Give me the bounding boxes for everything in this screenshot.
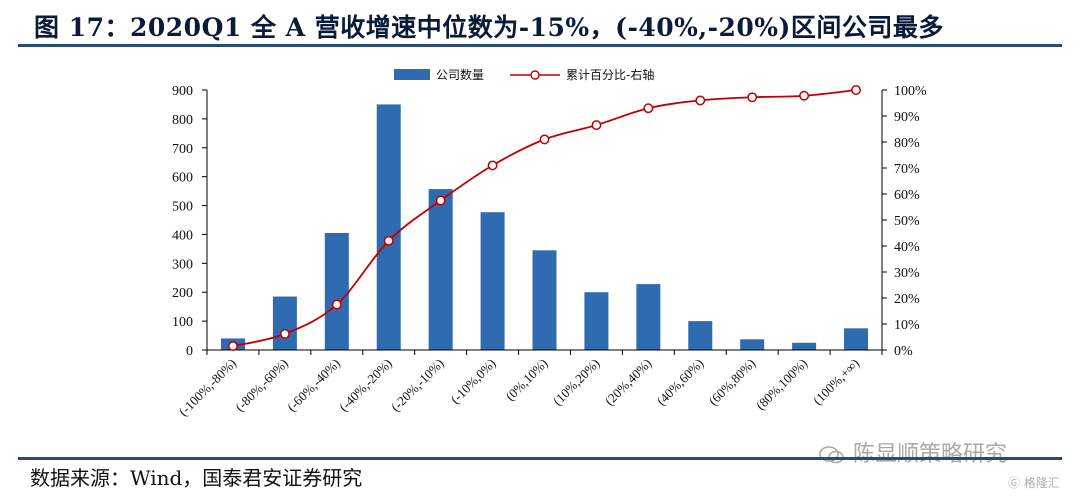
y-tick-left: 900 — [172, 84, 193, 99]
bar — [584, 292, 609, 350]
x-tick-label: (-20%,-10%) — [388, 356, 447, 415]
watermark-text: 陈显顺策略研究 — [853, 442, 1008, 467]
cumulative-point — [228, 341, 238, 352]
bar — [844, 328, 869, 350]
cumulative-point — [435, 195, 446, 206]
y-tick-right: 20% — [894, 292, 920, 307]
y-tick-right: 40% — [894, 240, 920, 255]
bar — [272, 296, 297, 350]
bar — [324, 233, 349, 350]
x-tick-label: (-80%,-60%) — [232, 356, 291, 415]
y-tick-right: 0% — [894, 344, 913, 359]
x-tick-label: (10%,20%) — [550, 356, 603, 409]
y-tick-right: 90% — [894, 110, 920, 125]
bar — [636, 284, 661, 350]
title-divider — [18, 44, 1062, 47]
legend-bar-swatch — [394, 69, 430, 80]
y-tick-left: 500 — [172, 200, 193, 215]
x-tick-label: (20%,40%) — [602, 356, 655, 409]
y-tick-left: 800 — [172, 113, 193, 128]
x-tick-label: (100%,+∞) — [810, 356, 862, 408]
cumulative-point — [331, 299, 342, 310]
y-tick-left: 0 — [186, 344, 193, 359]
figure-title: 图 17：2020Q1 全 A 营收增速中位数为-15%，(-40%,-20%)… — [34, 13, 944, 42]
y-tick-right: 50% — [894, 214, 920, 229]
x-tick-label: (80%,100%) — [753, 356, 810, 413]
y-tick-left: 100 — [172, 315, 193, 330]
y-tick-left: 300 — [172, 257, 193, 272]
bar — [688, 321, 713, 350]
y-tick-right: 60% — [894, 188, 920, 203]
cumulative-point — [747, 92, 758, 103]
bar — [376, 104, 401, 350]
watermark-brand-text: 格隆汇 — [1023, 476, 1060, 490]
x-tick-label: (0%,10%) — [502, 356, 550, 404]
cumulative-point — [591, 120, 602, 131]
cumulative-point — [539, 134, 550, 145]
bar — [532, 250, 557, 350]
watermark-brand: Ⓖ 格隆汇 — [1008, 474, 1060, 491]
y-tick-left: 400 — [172, 228, 193, 243]
y-tick-right: 70% — [894, 162, 920, 177]
cumulative-point — [279, 328, 290, 339]
source-divider — [18, 457, 1062, 460]
y-tick-right: 100% — [894, 84, 927, 99]
cumulative-point — [851, 85, 861, 95]
bar — [792, 342, 817, 350]
x-tick-label: (-60%,-40%) — [284, 356, 343, 415]
cumulative-point — [799, 90, 810, 101]
y-tick-left: 700 — [172, 142, 193, 157]
x-tick-label: (-10%,0%) — [447, 356, 498, 407]
bar — [428, 189, 453, 350]
cumulative-point — [643, 103, 654, 114]
chart-legend: 公司数量 累计百分比-右轴 — [394, 67, 654, 82]
wechat-icon — [819, 446, 844, 464]
x-tick-label: (-40%,-20%) — [336, 356, 395, 415]
bar — [480, 212, 505, 350]
x-tick-label: (40%,60%) — [654, 356, 707, 409]
legend-line-marker — [530, 70, 540, 80]
legend-line-label: 累计百分比-右轴 — [566, 67, 654, 82]
brand-icon: Ⓖ — [1008, 476, 1021, 490]
y-tick-right: 80% — [894, 136, 920, 151]
source-note: 数据来源：Wind，国泰君安证券研究 — [30, 466, 363, 490]
cumulative-point — [695, 95, 706, 106]
y-tick-left: 600 — [172, 171, 193, 186]
watermark: 陈显顺策略研究 — [818, 436, 1007, 468]
y-tick-left: 200 — [172, 286, 193, 301]
x-tick-label: (-100%,-80%) — [176, 356, 239, 419]
x-tick-label: (60%,80%) — [706, 356, 759, 409]
legend-bar-label: 公司数量 — [436, 67, 484, 82]
y-tick-right: 10% — [894, 318, 920, 333]
y-tick-right: 30% — [894, 266, 920, 281]
bar — [740, 339, 765, 350]
cumulative-point — [383, 235, 394, 246]
cumulative-point — [487, 160, 498, 171]
